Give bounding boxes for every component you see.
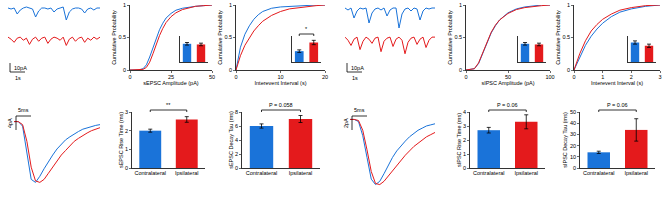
svg-text:Contralateral: Contralateral (473, 170, 505, 176)
svg-text:0.5: 0.5 (224, 34, 232, 40)
svg-text:0.5: 0.5 (454, 34, 462, 40)
svg-text:1: 1 (463, 151, 466, 157)
svg-text:2pA: 2pA (343, 118, 349, 128)
svg-text:20: 20 (322, 74, 328, 80)
svg-text:0: 0 (235, 165, 238, 171)
svg-text:30: 30 (570, 131, 576, 137)
svg-text:Cumulative Probability: Cumulative Probability (111, 10, 117, 65)
svg-text:25: 25 (168, 74, 174, 80)
svg-text:50: 50 (209, 74, 215, 80)
svg-text:10pA: 10pA (14, 65, 27, 71)
svg-text:10: 10 (277, 74, 283, 80)
svg-text:sEPSC Decay Tau (ms): sEPSC Decay Tau (ms) (228, 111, 234, 169)
svg-text:Ipsilateral: Ipsilateral (175, 170, 199, 176)
svg-text:4: 4 (235, 137, 238, 143)
svg-text:Contralateral: Contralateral (135, 170, 167, 176)
svg-text:Ipsilateral: Ipsilateral (624, 170, 648, 176)
svg-text:5ms: 5ms (354, 107, 365, 113)
svg-text:sEPSC Amplitude (pA): sEPSC Amplitude (pA) (143, 80, 198, 86)
svg-text:40: 40 (570, 120, 576, 126)
svg-text:2: 2 (125, 128, 128, 134)
svg-text:Cumulative Probability: Cumulative Probability (447, 10, 453, 65)
svg-text:0: 0 (234, 74, 237, 80)
svg-text:Interevent Interval (s): Interevent Interval (s) (591, 80, 643, 86)
svg-text:P = 0.06: P = 0.06 (607, 102, 628, 108)
svg-text:*: * (305, 26, 308, 32)
svg-text:Cumulative Probability: Cumulative Probability (217, 10, 223, 65)
svg-text:Ipsilateral: Ipsilateral (289, 170, 313, 176)
svg-text:Contralateral: Contralateral (246, 170, 278, 176)
svg-text:Cumulative Probability: Cumulative Probability (555, 10, 561, 65)
svg-text:2: 2 (235, 151, 238, 157)
svg-text:**: ** (166, 102, 171, 108)
svg-text:1s: 1s (15, 75, 21, 81)
svg-text:1: 1 (229, 2, 232, 8)
svg-text:10: 10 (570, 154, 576, 160)
svg-text:0: 0 (459, 67, 462, 73)
svg-text:10pA: 10pA (351, 65, 364, 71)
svg-text:sIPSC Decay Tau (ms): sIPSC Decay Tau (ms) (562, 112, 568, 168)
svg-text:1: 1 (459, 2, 462, 8)
svg-text:1: 1 (125, 146, 128, 152)
svg-text:3: 3 (125, 109, 128, 115)
svg-text:sIPSC Rise Time (ms): sIPSC Rise Time (ms) (456, 113, 462, 167)
svg-text:100: 100 (545, 74, 554, 80)
svg-text:0: 0 (567, 67, 570, 73)
svg-text:Ipsilateral: Ipsilateral (514, 170, 538, 176)
svg-text:0.5: 0.5 (118, 34, 126, 40)
svg-text:3: 3 (658, 74, 661, 80)
svg-text:0.5: 0.5 (562, 34, 570, 40)
svg-text:0: 0 (125, 165, 128, 171)
svg-text:3: 3 (463, 123, 466, 129)
svg-text:sIPSC Amplitude (pA): sIPSC Amplitude (pA) (481, 80, 534, 86)
svg-text:2: 2 (630, 74, 633, 80)
svg-text:2: 2 (463, 137, 466, 143)
svg-text:50: 50 (570, 109, 576, 115)
svg-text:50: 50 (505, 74, 511, 80)
svg-text:1s: 1s (352, 75, 358, 81)
svg-text:20: 20 (570, 143, 576, 149)
svg-text:1: 1 (601, 74, 604, 80)
svg-text:0: 0 (463, 165, 466, 171)
svg-text:P = 0.058: P = 0.058 (269, 102, 293, 108)
svg-text:5ms: 5ms (18, 107, 29, 113)
svg-text:0: 0 (464, 74, 467, 80)
svg-text:1: 1 (567, 2, 570, 8)
svg-text:8: 8 (235, 109, 238, 115)
svg-text:0: 0 (572, 74, 575, 80)
svg-text:0: 0 (128, 74, 131, 80)
svg-text:6: 6 (235, 123, 238, 129)
svg-text:0: 0 (573, 165, 576, 171)
svg-text:Interevent Interval (s): Interevent Interval (s) (255, 80, 307, 86)
svg-text:0: 0 (229, 67, 232, 73)
svg-text:4pA: 4pA (7, 118, 13, 128)
svg-text:4: 4 (463, 109, 466, 115)
svg-text:P = 0.06: P = 0.06 (497, 102, 518, 108)
svg-text:1: 1 (123, 2, 126, 8)
svg-text:0: 0 (123, 67, 126, 73)
svg-text:Contralateral: Contralateral (583, 170, 615, 176)
svg-text:sEPSC Rise Time (ms): sEPSC Rise Time (ms) (118, 112, 124, 168)
